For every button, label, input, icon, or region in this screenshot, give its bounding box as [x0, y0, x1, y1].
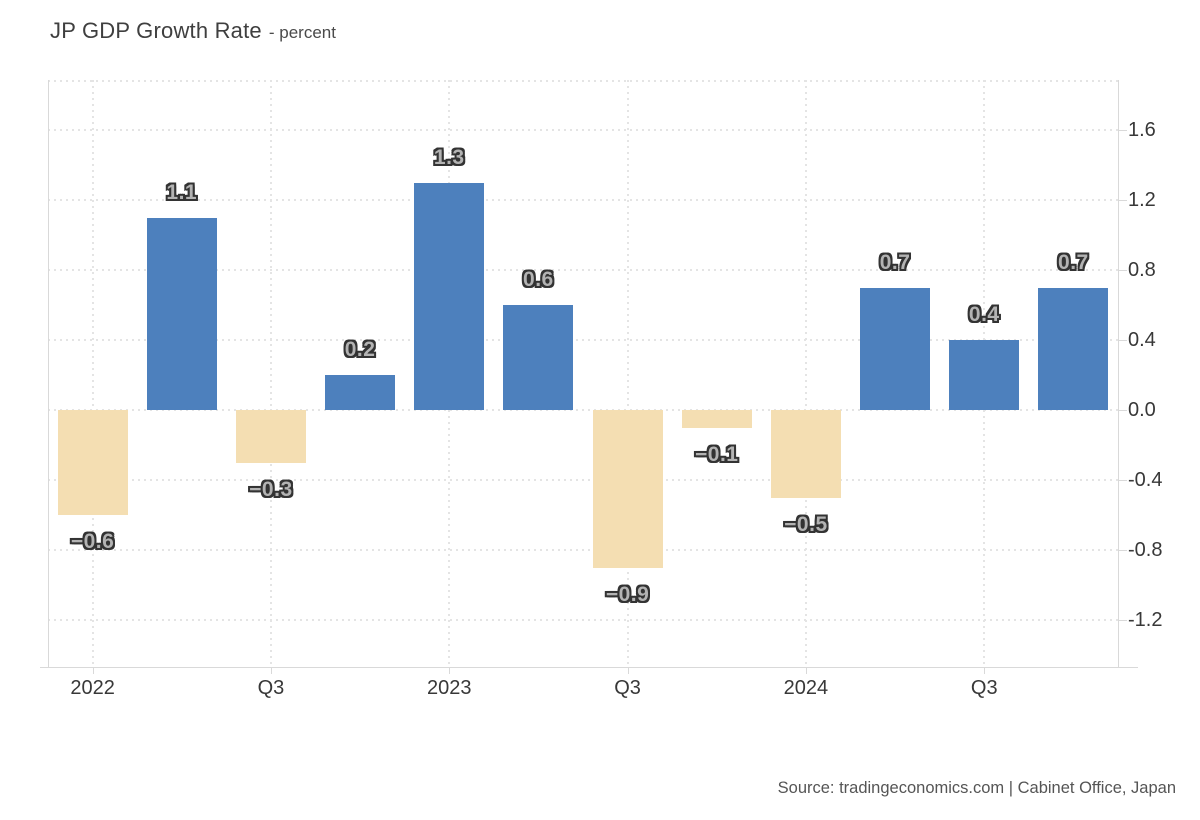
bar-2023-q3[interactable] [592, 410, 663, 568]
bar-2022-q3[interactable] [235, 410, 306, 463]
x-axis-label: 2022 [70, 677, 115, 699]
gridline-h [48, 199, 1118, 201]
bar-2024-q1[interactable] [770, 410, 841, 498]
x-axis-tick [984, 667, 986, 674]
chart-title: JP GDP Growth Rate [50, 18, 262, 43]
gridline-v [269, 80, 272, 667]
y-axis-tick [1118, 200, 1127, 201]
bar-2024-q4[interactable] [1038, 287, 1109, 410]
x-axis-label: Q3 [970, 677, 998, 699]
x-axis-tick [627, 667, 629, 674]
x-axis-tick [805, 667, 807, 674]
gridline-h [48, 339, 1118, 341]
y-axis-tick [1118, 620, 1127, 621]
x-axis-label: 2023 [427, 677, 472, 699]
plot-border-left [48, 80, 49, 667]
gridline-h [48, 549, 1118, 551]
y-axis-label: -0.4 [1128, 469, 1163, 491]
bar-2023-q1[interactable] [414, 182, 485, 410]
bar-value-label: −0.5 [784, 512, 828, 536]
gridline-h [48, 269, 1118, 271]
bar-value-label: −0.3 [249, 477, 293, 501]
x-axis-label: 2024 [783, 677, 829, 699]
gridline-h [48, 479, 1118, 481]
bar-value-label: −0.1 [695, 442, 739, 466]
bar-2024-q2[interactable] [860, 287, 931, 410]
bar-2023-q4[interactable] [681, 410, 752, 428]
gridline-h [48, 409, 1118, 411]
bar-value-label: 0.4 [968, 303, 1000, 326]
chart-header: JP GDP Growth Rate - percent [50, 18, 336, 44]
x-axis-tick [449, 667, 451, 674]
y-axis-line [1118, 80, 1119, 667]
y-axis-label: -1.2 [1128, 609, 1163, 631]
y-axis-label: 1.6 [1128, 119, 1156, 141]
bar-2024-q3[interactable] [949, 340, 1020, 410]
y-axis-tick [1118, 130, 1127, 131]
bar-2022-q2[interactable] [146, 217, 217, 410]
y-axis-label: 1.2 [1128, 189, 1156, 211]
gridline-h [48, 619, 1118, 621]
bar-2022-q4[interactable] [325, 375, 396, 410]
source-attribution: Source: tradingeconomics.com | Cabinet O… [777, 779, 1176, 797]
x-axis-tick [92, 667, 94, 674]
y-axis-tick [1118, 480, 1127, 481]
bar-value-label: 1.1 [166, 180, 198, 204]
gridline-v [626, 80, 629, 667]
y-axis-tick [1118, 550, 1127, 551]
y-axis-label: 0.0 [1128, 399, 1156, 421]
gridline-h [48, 129, 1118, 131]
y-axis-tick [1118, 410, 1127, 411]
bar-value-label: −0.9 [605, 582, 650, 606]
x-axis-label: Q3 [257, 677, 285, 699]
chart-subtitle: - percent [268, 23, 336, 42]
gridline-v [91, 80, 94, 667]
bar-2022-q1[interactable] [57, 410, 128, 515]
bar-value-label: 0.7 [1058, 250, 1089, 274]
gridline-v [804, 80, 807, 667]
bar-value-label: 1.3 [433, 145, 465, 169]
x-axis-tick [270, 667, 272, 674]
x-axis-line [40, 667, 1138, 668]
y-axis-tick [1118, 340, 1127, 341]
bar-value-label: 0.7 [879, 250, 911, 274]
x-axis-label: Q3 [614, 677, 641, 699]
y-axis-label: 0.4 [1128, 329, 1156, 351]
y-axis-label: -0.8 [1128, 539, 1163, 561]
bar-2023-q2[interactable] [503, 305, 574, 410]
bar-value-label: 0.2 [344, 338, 376, 361]
y-axis-label: 0.8 [1128, 259, 1156, 281]
bar-value-label: 0.6 [523, 268, 554, 291]
y-axis-tick [1118, 270, 1127, 271]
bar-value-label: −0.6 [70, 530, 115, 553]
plot-top-edge [48, 80, 1118, 82]
